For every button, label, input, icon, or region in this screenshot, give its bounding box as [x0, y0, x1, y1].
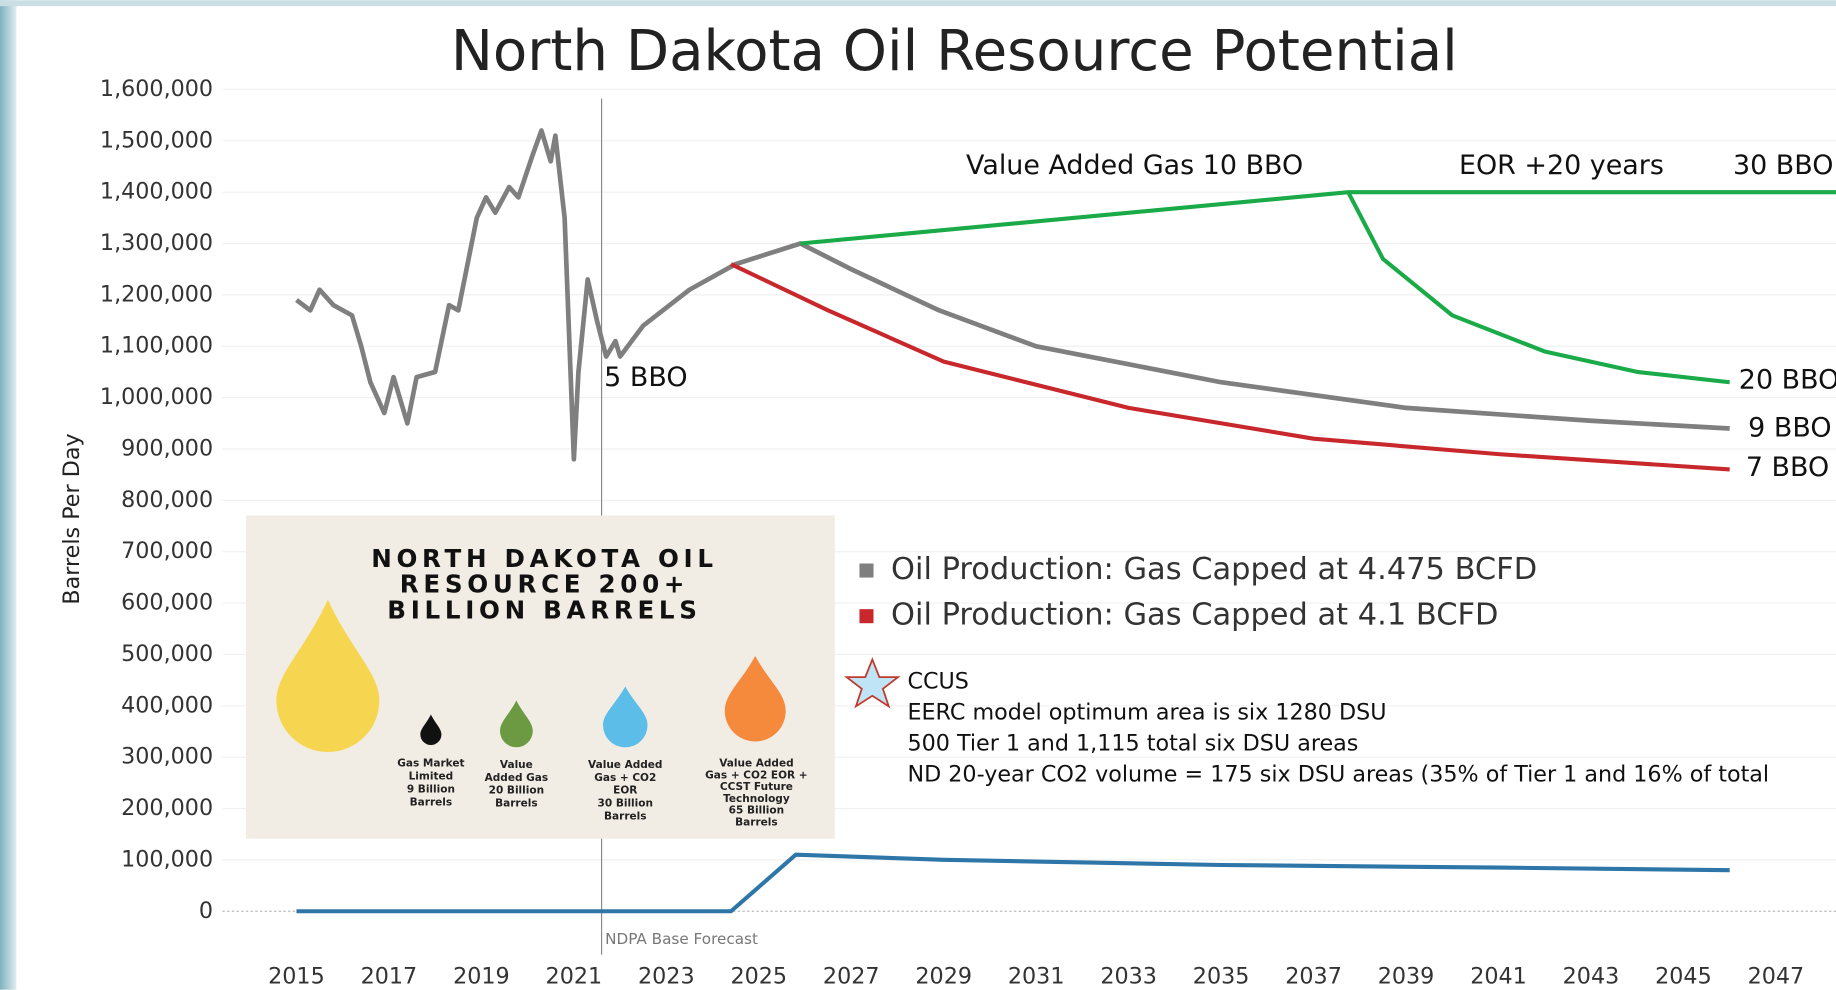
drop-label: Limited — [409, 771, 454, 783]
y-tick-label: 400,000 — [121, 692, 213, 718]
y-tick-label: 700,000 — [121, 538, 213, 564]
drop-label: Value — [500, 759, 533, 771]
y-tick-label: 1,300,000 — [100, 230, 213, 256]
drop-label: Barrels — [735, 816, 777, 828]
x-tick-label: 2037 — [1285, 963, 1342, 989]
drop-icon — [724, 656, 786, 742]
ccus-note: ND 20-year CO2 volume = 175 six DSU area… — [907, 761, 1769, 787]
left-edge — [0, 0, 17, 990]
inset-title: RESOURCE 200+ — [400, 570, 689, 599]
x-tick-label: 2023 — [638, 963, 695, 989]
drop-label: Barrels — [410, 796, 452, 808]
x-tick-label: 2025 — [730, 963, 787, 989]
x-tick-label: 2035 — [1193, 963, 1250, 989]
x-tick-label: 2033 — [1100, 963, 1157, 989]
drop-label: Gas Market — [397, 758, 464, 770]
annotation: 5 BBO — [604, 362, 687, 393]
annotation: 20 BBO — [1739, 364, 1836, 395]
drop-label: Barrels — [495, 798, 537, 810]
y-tick-label: 900,000 — [121, 435, 213, 461]
series-line — [730, 262, 1730, 472]
y-tick-label: 300,000 — [121, 744, 213, 770]
x-tick-label: 2047 — [1748, 963, 1805, 989]
annotation: EOR +20 years — [1459, 150, 1664, 181]
x-tick-label: 2027 — [823, 963, 880, 989]
drop-label: Added Gas — [485, 772, 549, 784]
drop-icon — [499, 700, 533, 748]
inset-title: NORTH DAKOTA OIL — [371, 544, 718, 573]
y-tick-label: 1,500,000 — [100, 127, 213, 153]
legend-swatch — [859, 609, 874, 624]
x-tick-label: 2043 — [1563, 963, 1620, 989]
series-line — [295, 128, 1730, 462]
y-tick-label: 1,200,000 — [100, 281, 213, 307]
chart-title: North Dakota Oil Resource Potential — [451, 19, 1458, 84]
drop-label: EOR — [613, 785, 637, 797]
y-tick-label: 1,400,000 — [100, 179, 213, 205]
drop-label: 20 Billion — [489, 785, 544, 797]
ccus-note: 500 Tier 1 and 1,115 total six DSU areas — [907, 730, 1358, 756]
star-icon — [843, 657, 901, 709]
y-tick-label: 1,600,000 — [100, 76, 213, 102]
series-line — [296, 852, 1730, 914]
drop-icon — [420, 714, 442, 745]
x-tick-label: 2015 — [268, 963, 325, 989]
drop-label: 65 Billion — [729, 805, 784, 817]
drop-icon — [603, 686, 648, 748]
ccus-note: EERC model optimum area is six 1280 DSU — [907, 699, 1386, 725]
x-tick-label: 2039 — [1378, 963, 1435, 989]
y-tick-label: 1,000,000 — [100, 384, 213, 410]
annotation: Value Added Gas 10 BBO — [966, 150, 1303, 181]
x-tick-label: 2045 — [1655, 963, 1712, 989]
legend-label: Oil Production: Gas Capped at 4.475 BCFD — [891, 552, 1537, 587]
annotation: 30 BBO — [1733, 150, 1833, 181]
legend-swatch — [859, 563, 874, 578]
annotation: 7 BBO — [1746, 452, 1829, 483]
y-axis-label: Barrels Per Day — [59, 433, 85, 604]
x-tick-label: 2019 — [453, 963, 510, 989]
drop-label: Barrels — [604, 810, 646, 822]
drop-label: Technology — [723, 793, 790, 805]
reference-label: NDPA Base Forecast — [605, 930, 758, 948]
series-line — [1346, 191, 1730, 385]
x-tick-label: 2041 — [1470, 963, 1527, 989]
drop-label: 30 Billion — [598, 798, 653, 810]
top-edge — [0, 0, 1836, 7]
y-tick-label: 500,000 — [121, 641, 213, 667]
x-tick-label: 2031 — [1008, 963, 1065, 989]
legend-label: Oil Production: Gas Capped at 4.1 BCFD — [891, 598, 1498, 633]
y-tick-label: 800,000 — [121, 487, 213, 513]
x-tick-label: 2017 — [361, 963, 418, 989]
x-tick-label: 2021 — [546, 963, 603, 989]
y-tick-label: 100,000 — [121, 846, 213, 872]
drop-icon — [276, 599, 380, 753]
ccus-note: CCUS — [907, 668, 968, 694]
y-tick-label: 0 — [199, 898, 213, 924]
drop-label: Gas + CO2 EOR + — [705, 769, 807, 781]
annotation: 9 BBO — [1748, 412, 1831, 443]
drop-label: Value Added — [719, 758, 793, 770]
drop-label: 9 Billion — [407, 783, 455, 795]
drop-label: Gas + CO2 — [594, 772, 656, 784]
y-tick-label: 600,000 — [121, 590, 213, 616]
drop-label: Value Added — [588, 759, 662, 771]
inset-title: BILLION BARRELS — [387, 596, 701, 625]
x-tick-label: 2029 — [915, 963, 972, 989]
y-tick-label: 1,100,000 — [100, 333, 213, 359]
y-tick-label: 200,000 — [121, 795, 213, 821]
drop-label: CCST Future — [720, 781, 793, 793]
